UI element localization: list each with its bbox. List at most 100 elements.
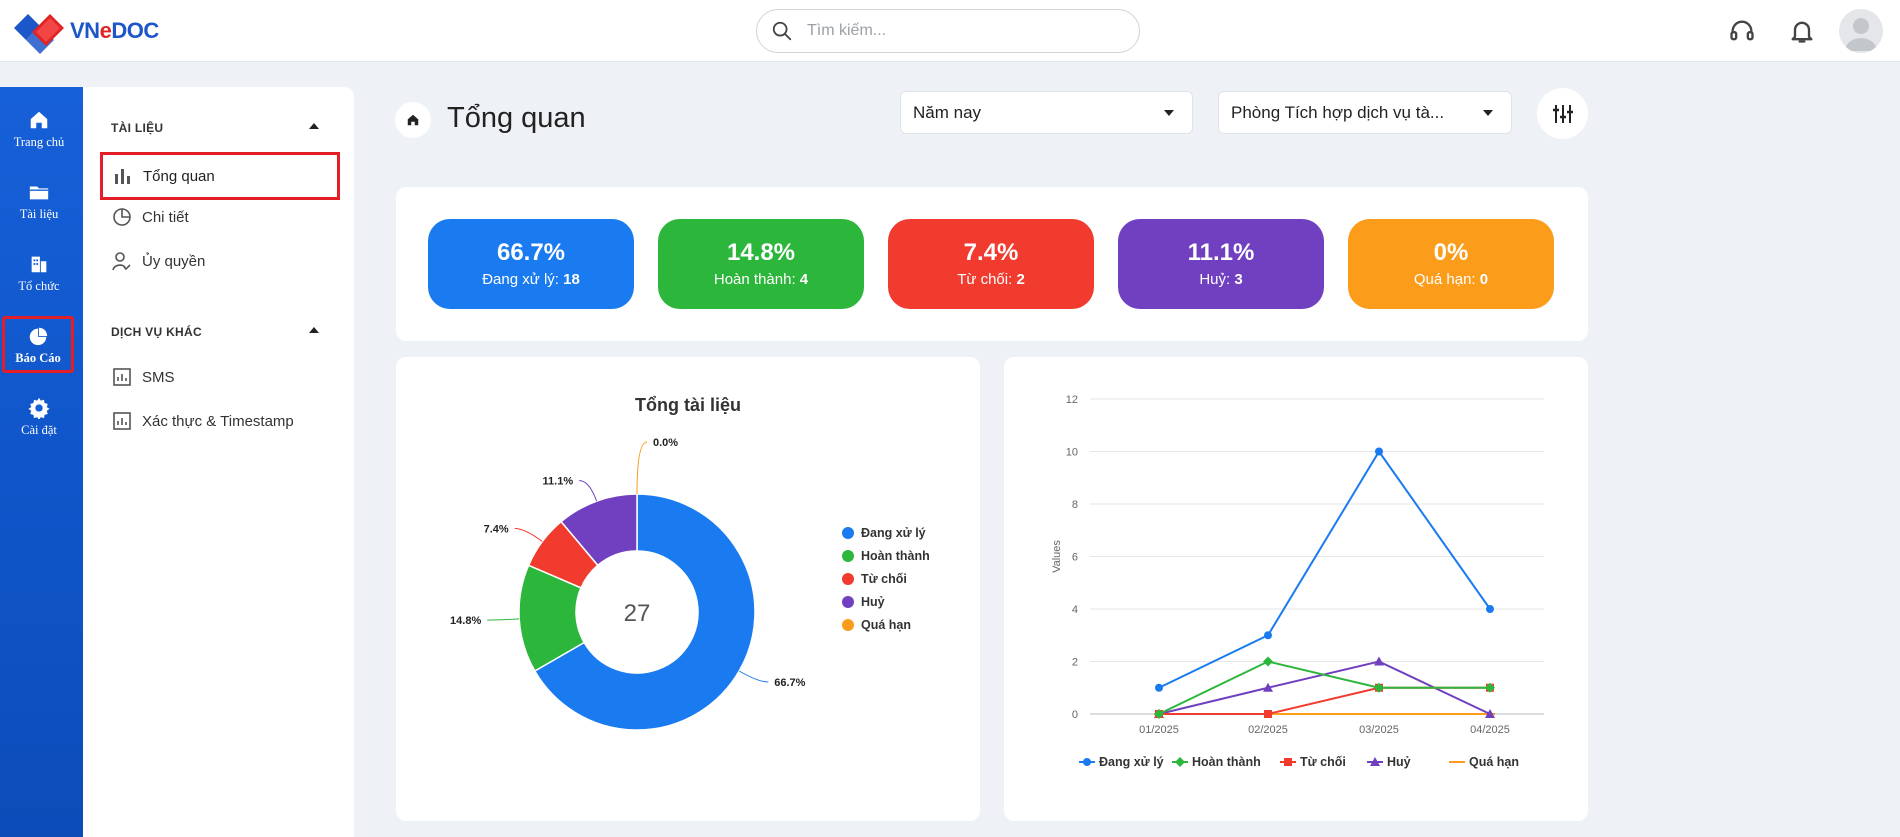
headset-icon[interactable] <box>1728 17 1756 45</box>
department-select[interactable]: Phòng Tích hợp dịch vụ tà... <box>1218 91 1512 134</box>
legend-marker <box>842 596 854 608</box>
rail-label: Tổ chức <box>18 279 60 293</box>
left-rail: Trang chủ Tài liệu Tổ chức Báo Cáo Cài đ… <box>0 87 83 837</box>
brand-name: VNeDOC <box>70 18 159 43</box>
collapse-caret-icon[interactable] <box>309 123 319 129</box>
user-check-icon <box>112 252 131 271</box>
rail-item-settings[interactable]: Cài đặt <box>0 397 78 438</box>
legend-marker <box>1175 757 1185 767</box>
legend-label: Huỷ <box>1387 755 1411 769</box>
rail-item-reports[interactable]: Báo Cáo <box>2 316 74 373</box>
x-tick-label: 02/2025 <box>1248 724 1288 736</box>
stat-cancelled[interactable]: 11.1% Huỷ: 3 <box>1118 219 1324 309</box>
series-line <box>1158 449 1491 689</box>
legend-marker <box>1083 758 1091 766</box>
stat-percent: 7.4% <box>963 239 1019 266</box>
rail-item-organization[interactable]: Tổ chức <box>0 253 78 294</box>
data-point <box>1263 656 1273 667</box>
stat-rejected[interactable]: 7.4% Từ chối: 2 <box>888 219 1094 309</box>
period-select[interactable]: Năm nay <box>900 91 1193 134</box>
donut-chart: Tổng tài liệu 66.7% 14.8% 7.4% 11.1% 0.0% 27 Đa… <box>450 395 930 731</box>
donut-slice <box>560 493 638 567</box>
legend-marker <box>842 573 854 585</box>
filter-settings-button[interactable] <box>1537 88 1588 139</box>
donut-center-total: 27 <box>624 600 651 627</box>
chevron-down-icon <box>1164 110 1174 116</box>
slice-percent-label: 0.0% <box>653 437 678 449</box>
y-tick-label: 2 <box>1072 657 1078 669</box>
data-point <box>1154 709 1164 719</box>
rail-item-documents[interactable]: Tài liệu <box>0 181 78 222</box>
folder-icon <box>29 186 49 200</box>
stat-label: Quá hạn: 0 <box>1413 271 1489 288</box>
legend-marker <box>842 619 854 631</box>
y-tick-label: 12 <box>1066 394 1078 406</box>
stat-label: Huỷ: 3 <box>1199 271 1243 288</box>
legend-label: Đang xử lý <box>861 526 926 540</box>
y-tick-label: 6 <box>1072 552 1078 564</box>
y-tick-label: 0 <box>1072 709 1078 721</box>
search-box[interactable] <box>756 9 1140 53</box>
collapse-caret-icon[interactable] <box>309 327 319 333</box>
y-tick-label: 4 <box>1072 604 1078 616</box>
legend-label: Hoàn thành <box>1192 755 1261 769</box>
section-title-documents: TÀI LIỆU <box>111 121 164 135</box>
leader-line <box>579 479 598 502</box>
nav-item-details[interactable]: Chi tiết <box>112 207 189 227</box>
data-point <box>1485 709 1495 718</box>
legend-marker <box>1370 757 1380 766</box>
rail-label: Tài liệu <box>19 207 59 221</box>
x-tick-label: 04/2025 <box>1470 724 1510 736</box>
slice-percent-label: 7.4% <box>484 523 509 535</box>
nav-item-label: Chi tiết <box>142 208 189 226</box>
legend-label: Quá hạn <box>861 618 911 632</box>
leader-line <box>636 441 648 495</box>
top-bar: VNeDOC <box>0 0 1900 62</box>
nav-item-timestamp[interactable]: Xác thực & Timestamp <box>112 411 294 431</box>
line-chart-card: 0 2 4 6 8 10 12 01/2025 02/2025 03/2025 04/2025 Val… <box>1004 357 1588 821</box>
stat-completed[interactable]: 14.8% Hoàn thành: 4 <box>658 219 864 309</box>
line-chart: 0 2 4 6 8 10 12 01/2025 02/2025 03/2025 04/2025 Val… <box>1051 394 1544 769</box>
department-select-value: Phòng Tích hợp dịch vụ tà... <box>1231 102 1445 122</box>
leader-line <box>487 618 520 621</box>
stat-processing[interactable]: 66.7% Đang xử lý: 18 <box>428 219 634 309</box>
bell-icon[interactable] <box>1788 17 1816 45</box>
data-point <box>1374 682 1384 693</box>
data-point <box>1486 605 1494 613</box>
legend-marker <box>842 550 854 562</box>
data-point <box>1264 631 1272 640</box>
y-tick-label: 10 <box>1066 447 1078 459</box>
stat-percent: 14.8% <box>726 239 796 266</box>
legend-label: Quá hạn <box>1469 755 1519 769</box>
page-title: Tổng quan <box>447 102 586 134</box>
stat-label: Hoàn thành: 4 <box>713 271 809 288</box>
stat-label: Từ chối: 2 <box>957 271 1025 288</box>
x-tick-label: 01/2025 <box>1139 724 1179 736</box>
stat-overdue[interactable]: 0% Quá hạn: 0 <box>1348 219 1554 309</box>
rail-item-home[interactable]: Trang chủ <box>0 109 78 150</box>
stat-percent: 11.1% <box>1187 239 1255 266</box>
home-button[interactable] <box>395 102 431 138</box>
legend-label: Huỷ <box>861 595 885 609</box>
sub-sidebar: TÀI LIỆU Tổng quan Chi tiết Ủy quyền DỊC… <box>83 87 354 837</box>
sliders-icon <box>1552 104 1573 123</box>
nav-item-sms[interactable]: SMS <box>112 367 175 387</box>
y-tick-label: 8 <box>1072 499 1078 511</box>
legend-label: Từ chối <box>861 572 907 586</box>
logo[interactable]: VNeDOC <box>10 8 159 54</box>
leader-line <box>738 670 769 683</box>
data-point <box>1375 447 1383 456</box>
series-line <box>1158 660 1490 715</box>
rail-label: Trang chủ <box>13 135 65 149</box>
nav-item-authorization[interactable]: Ủy quyền <box>112 251 205 271</box>
nav-item-overview[interactable]: Tổng quan <box>100 152 340 200</box>
data-point <box>1263 682 1273 692</box>
report-icon <box>113 412 131 430</box>
series-line <box>1159 686 1490 715</box>
legend-label: Từ chối <box>1300 755 1346 769</box>
search-input[interactable] <box>807 22 1107 40</box>
legend-label: Hoàn thành <box>861 549 930 563</box>
pie-chart-icon <box>29 327 48 346</box>
avatar[interactable] <box>1839 9 1883 53</box>
gear-icon <box>28 397 50 419</box>
